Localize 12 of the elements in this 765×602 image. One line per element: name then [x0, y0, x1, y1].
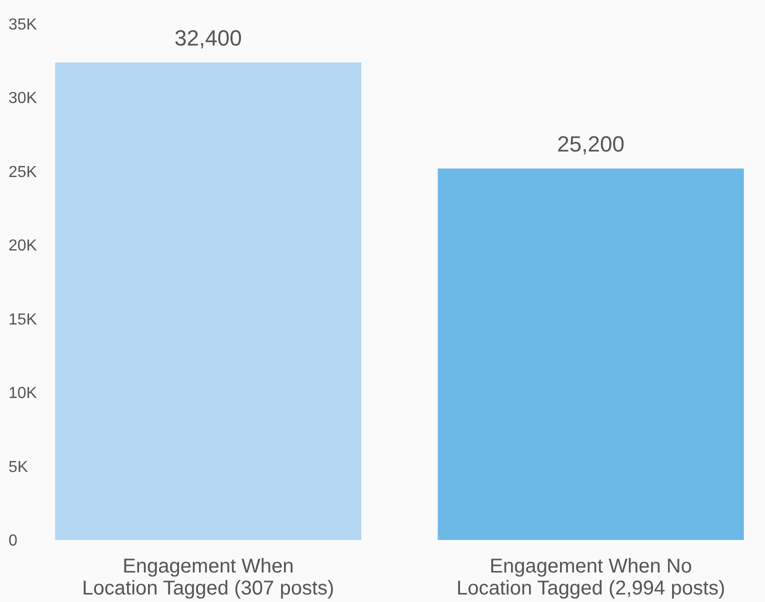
x-tick-label: Engagement When Location Tagged (307 posts) [82, 556, 334, 600]
data-label: 32,400 [174, 25, 242, 50]
y-tick-label: 0 [8, 532, 18, 550]
y-tick-label: 10K [8, 385, 38, 402]
y-tick-label: 25K [8, 164, 38, 181]
x-tick-label: Engagement When No Location Tagged (2,994 posts) [456, 556, 726, 600]
data-label: 25,200 [557, 131, 624, 156]
y-tick-label: 30K [8, 90, 38, 108]
y-tick-label: 20K [8, 238, 38, 255]
y-tick-label: 5K [8, 458, 28, 476]
y-tick-label: 35K [8, 16, 38, 34]
y-tick-label: 15K [8, 311, 38, 328]
